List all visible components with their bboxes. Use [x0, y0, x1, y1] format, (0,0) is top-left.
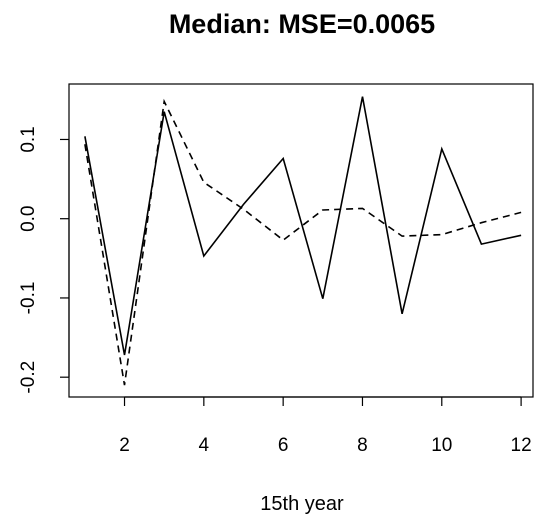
x-axis: 2 4 6 8 10 12	[119, 396, 532, 456]
x-tick-label: 6	[278, 435, 289, 456]
series-layer	[84, 96, 522, 386]
plot-frame	[68, 83, 534, 398]
y-tick-label: 0.1	[18, 126, 39, 152]
x-tick-label: 10	[431, 435, 452, 456]
series-line-dashed	[84, 98, 522, 386]
y-tick-label: 0.0	[18, 205, 39, 231]
x-tick-label: 2	[119, 435, 130, 456]
y-tick-label: -0.2	[18, 361, 39, 394]
series-line-solid	[84, 96, 522, 356]
y-axis: -0.2 -0.1 0.0 0.1	[18, 126, 70, 394]
x-tick-label: 12	[511, 435, 532, 456]
x-tick-label: 8	[357, 435, 368, 456]
y-tick-label: -0.1	[18, 282, 39, 315]
chart-title: Median: MSE=0.0065	[169, 9, 435, 39]
x-tick-label: 4	[199, 435, 210, 456]
x-axis-title: 15th year	[260, 493, 344, 515]
